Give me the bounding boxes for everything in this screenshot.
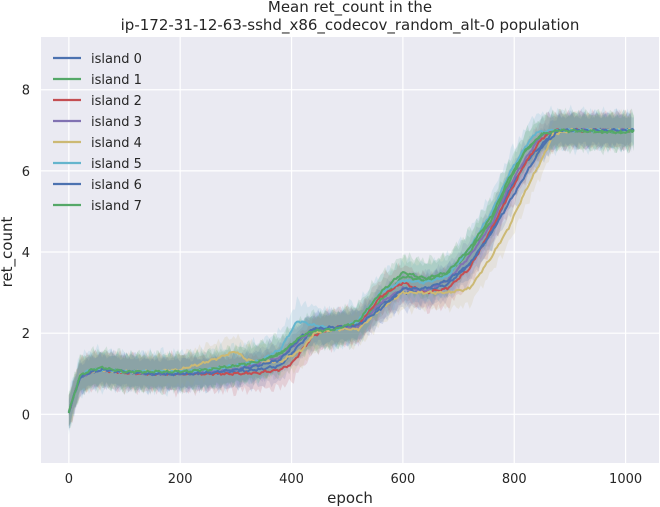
y-axis-ticks: 0 2 4 6 8 <box>22 84 30 424</box>
chart-title-line-2: ip-172-31-12-63-sshd_x86_codecov_random_… <box>121 16 580 35</box>
legend-label: island 1 <box>91 73 142 88</box>
y-axis-label: ret_count <box>0 217 17 288</box>
legend-label: island 5 <box>91 157 142 172</box>
series-band <box>68 107 634 427</box>
y-tick-label: 6 <box>22 165 30 180</box>
series-lines <box>67 127 635 414</box>
x-tick-label: 600 <box>390 472 415 487</box>
legend-label: island 6 <box>91 178 142 193</box>
x-axis-ticks: 0 200 400 600 800 1000 <box>65 472 642 487</box>
legend: island 0 island 1 island 2 island 3 island 4… <box>53 52 142 214</box>
x-tick-label: 800 <box>502 472 527 487</box>
y-tick-label: 2 <box>22 327 30 342</box>
y-tick-label: 0 <box>22 408 30 423</box>
series-band <box>68 108 632 430</box>
confidence-bands <box>68 104 634 436</box>
legend-label: island 7 <box>91 199 142 214</box>
x-tick-label: 1000 <box>609 472 642 487</box>
series-band <box>68 108 634 429</box>
grid-lines <box>41 37 659 463</box>
series-band <box>68 108 632 426</box>
plot-area <box>41 37 659 463</box>
y-tick-label: 4 <box>22 246 30 261</box>
chart-title-line-1: Mean ret_count in the <box>268 0 432 17</box>
series-line <box>67 128 635 414</box>
x-tick-label: 400 <box>279 472 304 487</box>
series-band <box>68 111 634 427</box>
x-axis-label: epoch <box>327 489 373 507</box>
legend-label: island 0 <box>91 52 142 67</box>
series-band <box>68 108 632 426</box>
y-tick-label: 8 <box>22 84 30 99</box>
legend-label: island 4 <box>91 136 142 151</box>
x-tick-label: 200 <box>168 472 193 487</box>
series-band <box>68 104 632 436</box>
legend-label: island 3 <box>91 115 142 130</box>
series-band <box>68 108 632 432</box>
legend-label: island 2 <box>91 94 142 109</box>
x-tick-label: 0 <box>65 472 73 487</box>
